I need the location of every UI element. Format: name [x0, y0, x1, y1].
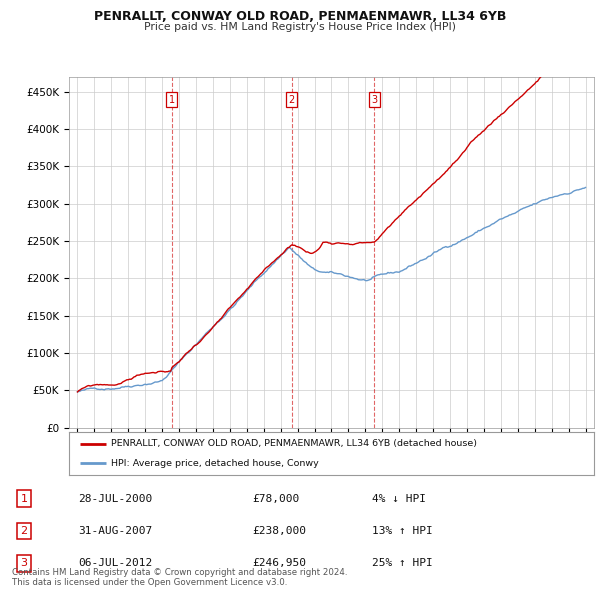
Text: HPI: Average price, detached house, Conwy: HPI: Average price, detached house, Conw…: [111, 459, 319, 468]
Text: 2: 2: [289, 94, 295, 104]
Text: 25% ↑ HPI: 25% ↑ HPI: [372, 559, 433, 568]
Text: 28-JUL-2000: 28-JUL-2000: [78, 494, 152, 503]
Text: 4% ↓ HPI: 4% ↓ HPI: [372, 494, 426, 503]
Text: 3: 3: [371, 94, 377, 104]
Text: 1: 1: [169, 94, 175, 104]
Text: £246,950: £246,950: [252, 559, 306, 568]
Text: PENRALLT, CONWAY OLD ROAD, PENMAENMAWR, LL34 6YB: PENRALLT, CONWAY OLD ROAD, PENMAENMAWR, …: [94, 10, 506, 23]
Text: £78,000: £78,000: [252, 494, 299, 503]
Text: Contains HM Land Registry data © Crown copyright and database right 2024.: Contains HM Land Registry data © Crown c…: [12, 568, 347, 577]
Text: This data is licensed under the Open Government Licence v3.0.: This data is licensed under the Open Gov…: [12, 578, 287, 587]
Text: 31-AUG-2007: 31-AUG-2007: [78, 526, 152, 536]
Text: Price paid vs. HM Land Registry's House Price Index (HPI): Price paid vs. HM Land Registry's House …: [144, 22, 456, 32]
Text: PENRALLT, CONWAY OLD ROAD, PENMAENMAWR, LL34 6YB (detached house): PENRALLT, CONWAY OLD ROAD, PENMAENMAWR, …: [111, 440, 477, 448]
Text: 1: 1: [20, 494, 28, 503]
Text: 13% ↑ HPI: 13% ↑ HPI: [372, 526, 433, 536]
Text: £238,000: £238,000: [252, 526, 306, 536]
Text: 3: 3: [20, 559, 28, 568]
Text: 06-JUL-2012: 06-JUL-2012: [78, 559, 152, 568]
Text: 2: 2: [20, 526, 28, 536]
